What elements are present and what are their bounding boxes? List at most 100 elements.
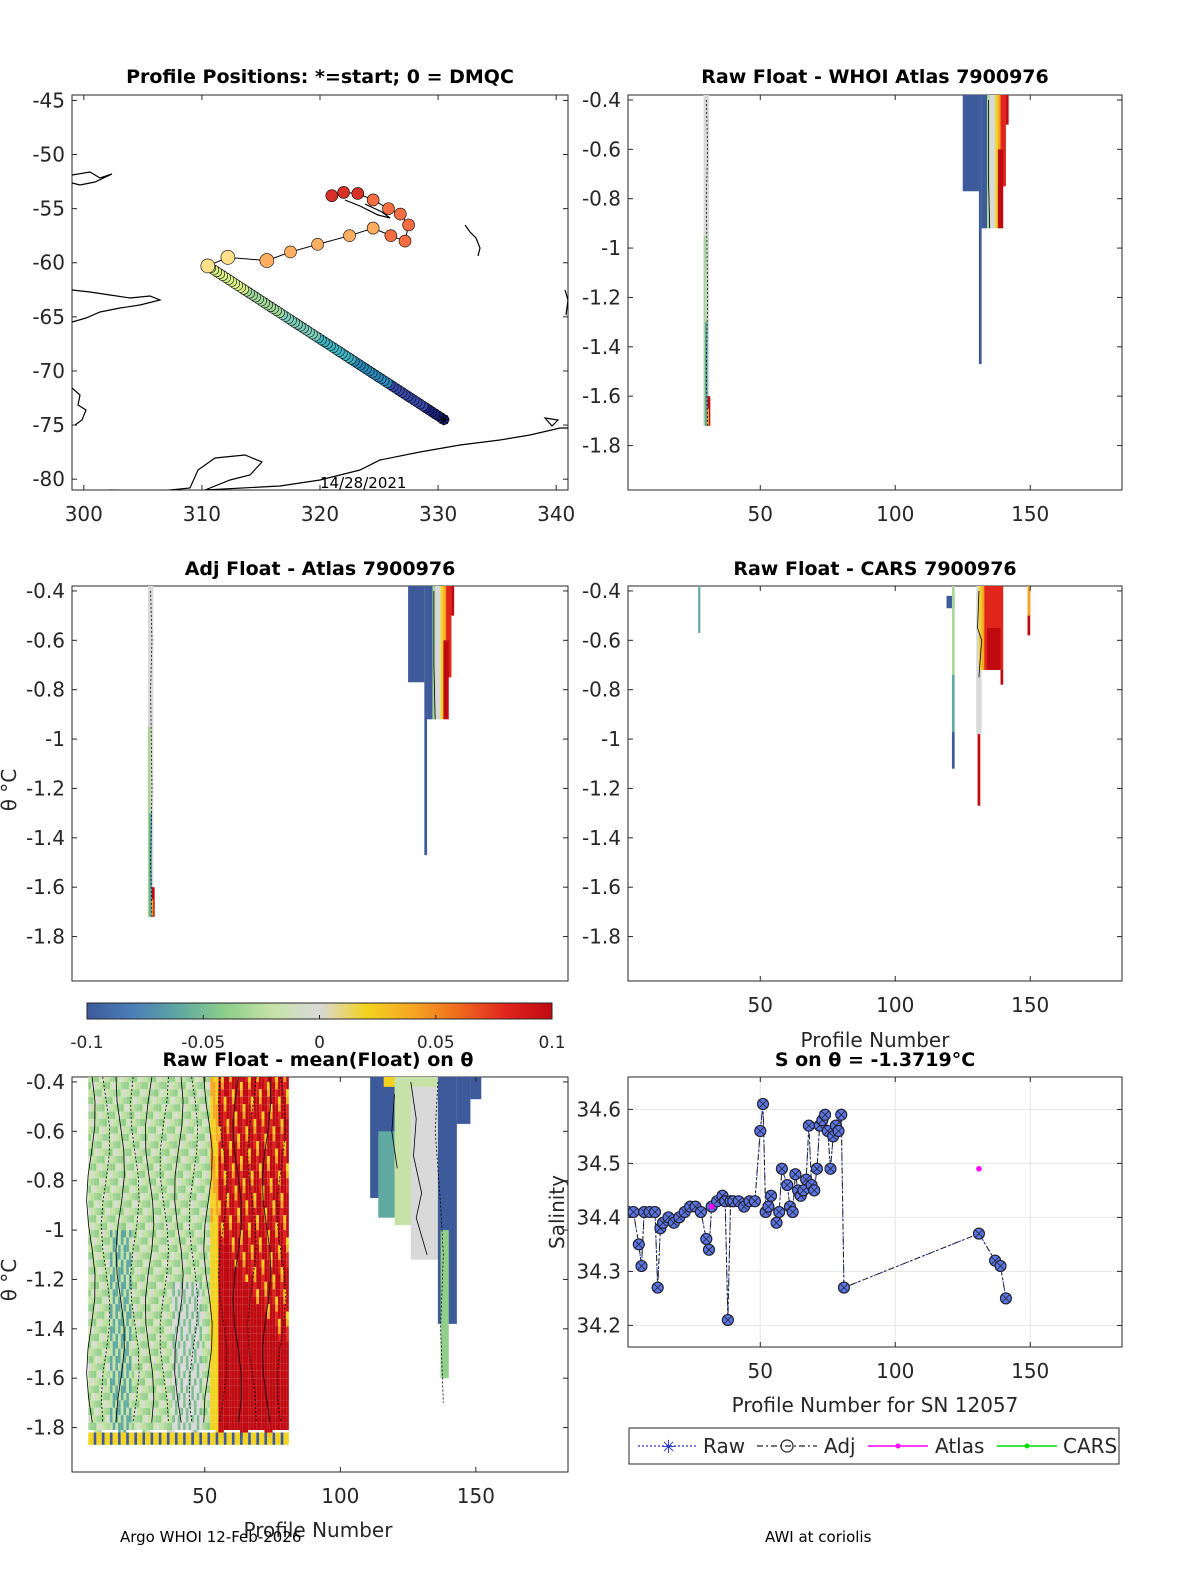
heatmap-cell [90,1170,94,1179]
heatmap-cell [139,1178,143,1186]
heatmap-cell [264,1289,268,1297]
heatmap-cell [115,1207,119,1216]
heatmap-cell [191,1222,194,1231]
heatmap-cell [193,1400,197,1408]
heatmap-cell [99,1385,102,1393]
adj-point-cross [799,1186,808,1195]
heatmap-cell [99,1289,102,1297]
heatmap-cell [101,1363,105,1371]
heatmap-cell [90,1318,94,1327]
heatmap-cell [99,1348,102,1356]
heatmap-cell [215,1244,219,1253]
heatmap-cell [88,1422,91,1431]
heatmap-cell [147,1081,151,1090]
heatmap-cell [139,1415,143,1423]
heatmap-cell [109,1200,113,1208]
heatmap-cell [215,1400,219,1408]
heatmap-cell [93,1133,97,1142]
heatmap-cell [118,1193,121,1201]
heatmap-cell [99,1141,102,1149]
heatmap-cell [142,1178,146,1186]
heatmap-cell [115,1333,119,1342]
heatmap-cell [96,1222,100,1231]
heatmap-cell [193,1081,197,1090]
heatmap-cell [261,1118,265,1127]
heatmap-cell [242,1126,246,1134]
heatmap-cell [237,1185,241,1194]
heatmap-cell [177,1304,181,1312]
heatmap-cell [242,1311,246,1319]
heatmap-cell [237,1311,241,1319]
adj-point-cross [750,1196,760,1206]
heatmap-cell [107,1304,110,1312]
heatmap-cell [283,1077,287,1082]
heatmap-cell [212,1170,216,1179]
heatmap-cell [259,1163,262,1171]
heatmap-cell [256,1326,260,1334]
heatmap-cell [234,1244,238,1253]
heatmap-cell [147,1400,151,1408]
heatmap-cell [226,1363,230,1371]
heatmap-cell [96,1170,100,1179]
heatmap-cell [112,1089,116,1097]
heatmap-cell [286,1333,289,1342]
heatmap-cell [118,1355,121,1364]
heatmap-cell [259,1274,262,1282]
heatmap-cell [150,1178,154,1186]
heatmap-cell [234,1259,238,1268]
heatmap-cell [256,1281,260,1290]
heatmap-cell [131,1104,135,1112]
heatmap-cell [245,1267,249,1275]
heatmap-cell [223,1178,227,1186]
heatmap-cell [196,1274,200,1282]
heatmap-cell [156,1222,159,1231]
heatmap-cell [256,1363,260,1371]
heatmap-cell [283,1200,287,1208]
heatmap-cell [126,1333,129,1342]
heatmap-cell [115,1118,119,1127]
heatmap-cell [164,1267,167,1275]
heatmap-cell [150,1348,154,1356]
heatmap-cell [123,1311,127,1319]
heatmap-cell [223,1215,227,1223]
heatmap-cell [269,1156,273,1164]
heatmap-cell [93,1200,97,1208]
heatmap-cell [207,1385,211,1393]
heatmap-cell [218,1170,222,1179]
heatmap-cell [112,1104,116,1112]
heatmap-cell [158,1378,162,1386]
heatmap-cell [93,1432,97,1445]
heatmap-cell [196,1311,200,1319]
heatmap-cell [185,1415,189,1423]
heatmap-cell [126,1267,129,1275]
heatmap-cell [199,1104,203,1112]
heatmap-cell [215,1281,219,1290]
heatmap-cell [196,1200,200,1208]
heatmap-cell [277,1393,281,1401]
heatmap-cell [183,1289,186,1297]
contour-line [100,1077,110,1423]
heatmap-cell [120,1432,124,1445]
heatmap-cell [191,1133,194,1142]
heatmap-cell [185,1148,189,1156]
heatmap-cell [202,1407,205,1416]
heatmap-cell [199,1281,203,1290]
heatmap-cell [142,1355,146,1364]
heatmap-cell [264,1274,268,1282]
heatmap-cell [90,1400,94,1408]
heatmap-cell [177,1267,181,1275]
heatmap-cell [191,1400,194,1408]
heatmap-cell [215,1311,219,1319]
heatmap-cell [283,1096,287,1105]
heatmap-cell [188,1237,192,1245]
heatmap-cell [250,1304,254,1312]
heatmap-cell [128,1118,132,1127]
heatmap-cell [277,1170,281,1179]
heatmap-cell [126,1415,129,1423]
heatmap-cell [115,1326,119,1334]
heatmap-cell [231,1400,235,1408]
heatmap-cell [229,1207,232,1216]
heatmap-cell [240,1281,243,1290]
heatmap-cell [231,1156,235,1164]
heatmap-cell [221,1081,224,1090]
